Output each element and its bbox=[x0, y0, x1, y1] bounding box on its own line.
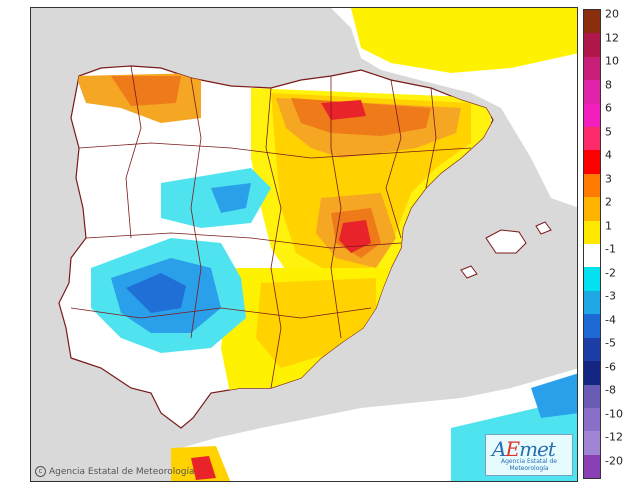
legend-label: 3 bbox=[605, 172, 612, 185]
legend-label: -2 bbox=[605, 266, 616, 279]
legend-label: -8 bbox=[605, 383, 616, 397]
legend-label: -1 bbox=[605, 242, 616, 256]
anomaly-minus2-alboran bbox=[531, 373, 577, 418]
legend-swatch bbox=[584, 244, 600, 268]
legend-swatch bbox=[584, 80, 600, 104]
legend-label: 10 bbox=[605, 54, 619, 68]
color-scale-labels: 20 12 10 8 6 5 4 3 2 1 -1 -2 -3 -4 -5 -6 -8 -10 -12 -20 bbox=[605, 7, 630, 479]
anomaly-minus2-center bbox=[211, 183, 251, 213]
legend-label: -6 bbox=[605, 360, 616, 373]
legend-swatch bbox=[584, 56, 600, 81]
copyright-text: Agencia Estatal de Meteorología bbox=[49, 466, 195, 477]
legend-swatch bbox=[584, 173, 600, 198]
legend-swatch bbox=[584, 454, 600, 479]
anomaly-fields bbox=[76, 73, 491, 398]
legend-swatch bbox=[584, 127, 600, 151]
legend-swatch bbox=[584, 384, 600, 408]
legend-swatch bbox=[584, 314, 600, 338]
legend-label: -5 bbox=[605, 336, 616, 350]
anomaly-plus2-south bbox=[256, 278, 376, 368]
map-canvas bbox=[31, 8, 577, 481]
balearic-islands bbox=[460, 221, 552, 279]
legend-label: 2 bbox=[605, 195, 612, 209]
copyright-icon: c bbox=[35, 466, 46, 477]
legend-label: 5 bbox=[605, 125, 612, 138]
legend-swatch bbox=[584, 361, 600, 385]
anomaly-plus4-galicia bbox=[111, 76, 181, 106]
legend-swatch bbox=[584, 103, 600, 128]
legend-swatch bbox=[584, 150, 600, 174]
aemet-logo-subtitle: Agencia Estatal de Meteorología bbox=[500, 458, 557, 472]
legend-label: 20 bbox=[605, 7, 619, 21]
legend-swatch bbox=[584, 267, 600, 291]
legend-swatch bbox=[584, 33, 600, 57]
legend-swatch bbox=[584, 407, 600, 432]
aemet-logo: AEmet Agencia Estatal de Meteorología bbox=[485, 434, 573, 476]
anomaly-plus5-alboran bbox=[191, 456, 216, 480]
province-borders bbox=[70, 65, 472, 389]
anomaly-map: c Agencia Estatal de Meteorología AEmet … bbox=[30, 7, 578, 482]
legend-label: 4 bbox=[605, 148, 612, 162]
legend-label: 6 bbox=[605, 101, 612, 115]
legend-swatch bbox=[584, 220, 600, 245]
anomaly-minus3-west bbox=[126, 273, 186, 313]
legend-label: 12 bbox=[605, 31, 619, 44]
legend-label: 8 bbox=[605, 78, 612, 91]
legend-label: -20 bbox=[605, 454, 623, 467]
legend-label: -10 bbox=[605, 407, 623, 420]
legend-swatch bbox=[584, 290, 600, 315]
legend-swatch bbox=[584, 431, 600, 455]
copyright-notice: c Agencia Estatal de Meteorología bbox=[35, 466, 195, 477]
legend-label: -4 bbox=[605, 313, 616, 326]
legend-label: -3 bbox=[605, 289, 616, 303]
legend-swatch bbox=[584, 197, 600, 221]
anomaly-plus5-hotspot bbox=[339, 220, 371, 253]
anomaly-plus1-france bbox=[351, 8, 577, 73]
anomaly-plus5-navarra bbox=[321, 100, 366, 120]
aemet-logo-mark: AEmet bbox=[492, 437, 556, 461]
color-scale-bar bbox=[583, 9, 601, 479]
legend-label: 1 bbox=[605, 219, 612, 232]
legend-swatch bbox=[584, 337, 600, 362]
legend-swatch bbox=[584, 10, 600, 34]
legend-label: -12 bbox=[605, 430, 623, 444]
